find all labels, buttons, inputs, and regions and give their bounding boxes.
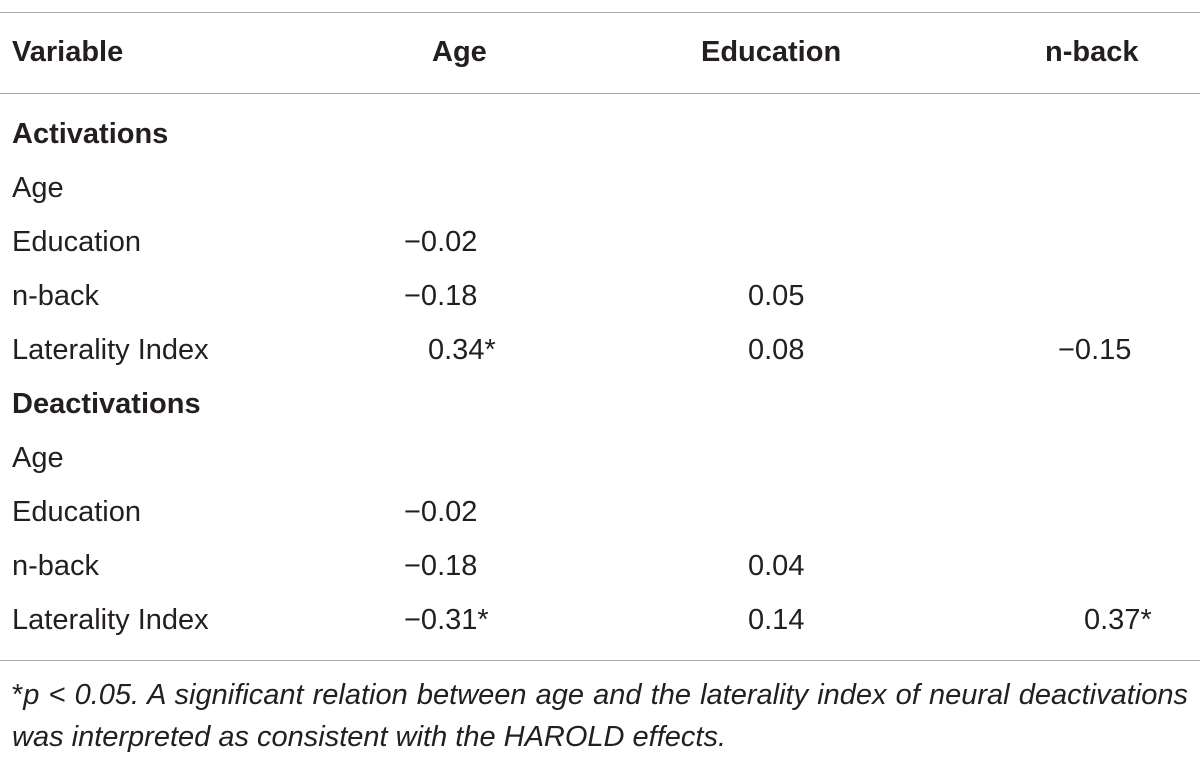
cell-education: 0.08 bbox=[748, 334, 805, 366]
table-header-rule bbox=[0, 93, 1200, 94]
cell-education: 0.14 bbox=[748, 604, 805, 636]
cell-age: −0.02 bbox=[404, 226, 478, 258]
table-top-rule bbox=[0, 12, 1200, 13]
row-label: Laterality Index bbox=[12, 334, 209, 366]
header-education: Education bbox=[701, 36, 842, 68]
cell-nback: −0.15 bbox=[1058, 334, 1132, 366]
cell-education: 0.05 bbox=[748, 280, 805, 312]
row-label: Laterality Index bbox=[12, 604, 209, 636]
header-age: Age bbox=[432, 36, 487, 68]
cell-age: −0.31* bbox=[404, 604, 489, 636]
cell-age: −0.02 bbox=[404, 496, 478, 528]
footnote-text: p < 0.05. A significant relation between… bbox=[12, 679, 1188, 753]
section-title-deactivations: Deactivations bbox=[12, 388, 201, 420]
cell-age: 0.34* bbox=[428, 334, 496, 366]
cell-age: −0.18 bbox=[404, 550, 478, 582]
header-variable: Variable bbox=[12, 36, 124, 68]
section-title-activations: Activations bbox=[12, 118, 169, 150]
row-label: Education bbox=[12, 496, 141, 528]
row-label: Education bbox=[12, 226, 141, 258]
row-label: Age bbox=[12, 442, 64, 474]
row-label: Age bbox=[12, 172, 64, 204]
cell-nback: 0.37* bbox=[1084, 604, 1152, 636]
table-footnote: *p < 0.05. A significant relation betwee… bbox=[12, 674, 1188, 758]
row-label: n-back bbox=[12, 280, 100, 312]
cell-education: 0.04 bbox=[748, 550, 805, 582]
footnote-symbol: * bbox=[12, 679, 24, 711]
cell-age: −0.18 bbox=[404, 280, 478, 312]
row-label: n-back bbox=[12, 550, 100, 582]
table-bottom-rule bbox=[0, 660, 1200, 661]
header-nback: n-back bbox=[1045, 36, 1139, 68]
